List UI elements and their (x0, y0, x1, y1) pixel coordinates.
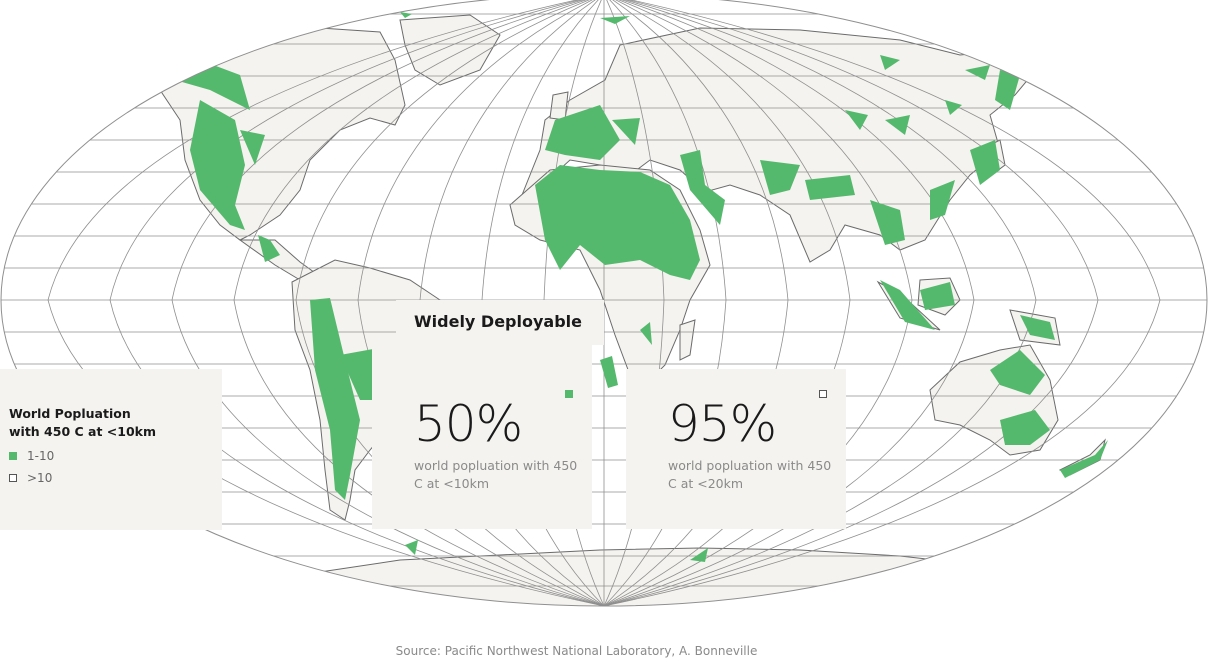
stat-description: world popluation with 450 C at <10km (414, 458, 578, 491)
outline-square-icon (819, 390, 827, 398)
stat-description: world popluation with 450 C at <20km (668, 458, 832, 491)
eurasia (518, 27, 1041, 263)
greenland (399, 14, 501, 86)
stat-value: 95% (668, 395, 777, 453)
madagascar (679, 319, 696, 361)
filled-square-icon (9, 452, 17, 460)
australia (929, 344, 1059, 456)
north-america (139, 27, 406, 241)
filled-square-icon (565, 390, 573, 398)
stat-card-20km: 95% world popluation with 450 C at <20km (626, 369, 846, 529)
legend-panel: World Popluation with 450 C at <10km 1-1… (0, 369, 222, 530)
legend-item-gt10: >10 (9, 471, 222, 485)
legend-label: 1-10 (27, 449, 55, 463)
stat-value: 50% (414, 395, 523, 453)
green-regions (145, 12, 1108, 585)
central-america (238, 239, 320, 281)
legend-item-1-10: 1-10 (9, 449, 222, 463)
legend-title: World Popluation with 450 C at <10km (9, 406, 156, 439)
source-caption: Source: Pacific Northwest National Labor… (395, 644, 758, 658)
landmasses (139, 14, 1106, 606)
legend-label: >10 (27, 471, 53, 485)
outline-square-icon (9, 474, 17, 482)
map-title: Widely Deployable (396, 300, 604, 345)
stat-card-10km: 50% world popluation with 450 C at <10km (372, 345, 592, 529)
